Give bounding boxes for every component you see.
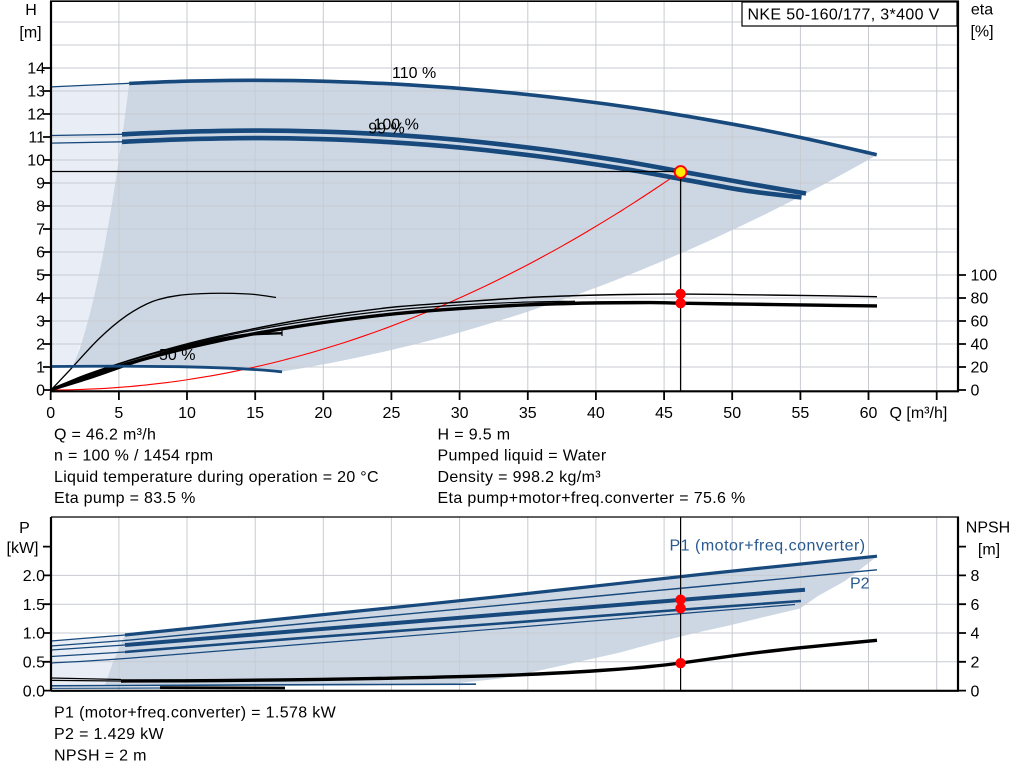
svg-text:8: 8 (36, 199, 45, 216)
svg-text:Pumped liquid = Water: Pumped liquid = Water (438, 448, 607, 465)
svg-text:80: 80 (971, 291, 989, 308)
svg-text:40: 40 (971, 337, 989, 354)
svg-text:NPSH: NPSH (966, 520, 1010, 537)
svg-text:[m]: [m] (19, 25, 41, 42)
svg-text:30: 30 (451, 405, 469, 422)
svg-text:5: 5 (36, 268, 45, 285)
svg-text:H = 9.5 m: H = 9.5 m (438, 427, 511, 444)
svg-text:1.5: 1.5 (23, 597, 45, 614)
svg-text:14: 14 (27, 61, 45, 78)
svg-text:6: 6 (36, 245, 45, 262)
svg-text:Eta pump = 83.5 %: Eta pump = 83.5 % (54, 490, 196, 507)
svg-text:2.0: 2.0 (23, 568, 45, 585)
svg-text:1: 1 (36, 360, 45, 377)
svg-text:8: 8 (971, 568, 980, 585)
svg-text:[%]: [%] (970, 24, 993, 41)
svg-text:45: 45 (655, 405, 673, 422)
svg-text:20: 20 (314, 405, 332, 422)
svg-text:Density = 998.2 kg/m³: Density = 998.2 kg/m³ (438, 469, 602, 486)
svg-text:7: 7 (36, 222, 45, 239)
svg-text:60: 60 (971, 314, 989, 331)
svg-text:NKE 50-160/177, 3*400 V: NKE 50-160/177, 3*400 V (748, 6, 940, 23)
svg-text:0: 0 (36, 383, 45, 400)
svg-text:99 %: 99 % (368, 120, 404, 137)
svg-text:0: 0 (46, 405, 55, 422)
svg-text:NPSH = 2 m: NPSH = 2 m (54, 748, 147, 765)
svg-text:50 %: 50 % (159, 347, 195, 364)
svg-text:5: 5 (114, 405, 123, 422)
svg-text:eta: eta (971, 2, 993, 19)
svg-text:55: 55 (791, 405, 809, 422)
svg-text:12: 12 (27, 107, 45, 124)
svg-text:10: 10 (27, 153, 45, 170)
svg-text:1.0: 1.0 (23, 626, 45, 643)
svg-text:60: 60 (860, 405, 878, 422)
svg-text:10: 10 (178, 405, 196, 422)
svg-text:P: P (19, 520, 30, 537)
svg-text:P1 (motor+freq.converter) = 1.: P1 (motor+freq.converter) = 1.578 kW (54, 705, 337, 722)
svg-text:4: 4 (36, 291, 45, 308)
svg-text:100 %: 100 % (374, 117, 419, 134)
svg-text:0: 0 (971, 683, 980, 700)
svg-text:Q [m³/h]: Q [m³/h] (890, 405, 948, 422)
svg-text:2: 2 (36, 337, 45, 354)
svg-text:100: 100 (971, 268, 998, 285)
svg-text:11: 11 (28, 130, 45, 147)
svg-text:P2 = 1.429 kW: P2 = 1.429 kW (54, 726, 164, 743)
svg-text:20: 20 (971, 360, 989, 377)
svg-text:40: 40 (587, 405, 605, 422)
svg-text:13: 13 (27, 84, 45, 101)
svg-text:25: 25 (383, 405, 401, 422)
svg-text:4: 4 (971, 626, 980, 643)
svg-text:50: 50 (723, 405, 741, 422)
svg-text:9: 9 (36, 176, 45, 193)
svg-text:P1 (motor+freq.converter): P1 (motor+freq.converter) (670, 538, 866, 555)
svg-text:H: H (25, 2, 37, 19)
svg-text:P2: P2 (850, 576, 870, 593)
svg-text:0: 0 (971, 383, 980, 400)
svg-text:3: 3 (36, 314, 45, 331)
svg-text:110 %: 110 % (392, 65, 436, 82)
svg-text:n = 100 % / 1454 rpm: n = 100 % / 1454 rpm (54, 448, 213, 465)
svg-text:Q = 46.2 m³/h: Q = 46.2 m³/h (54, 427, 156, 444)
svg-text:0.5: 0.5 (23, 655, 45, 672)
svg-text:15: 15 (246, 405, 264, 422)
svg-text:[m]: [m] (978, 542, 1000, 559)
svg-text:Eta pump+motor+freq.converter: Eta pump+motor+freq.converter = 75.6 % (438, 490, 746, 507)
svg-text:2: 2 (971, 655, 980, 672)
svg-text:35: 35 (519, 405, 537, 422)
svg-text:6: 6 (971, 597, 980, 614)
svg-text:Liquid temperature during oper: Liquid temperature during operation = 20… (54, 469, 379, 486)
svg-text:[kW]: [kW] (7, 540, 39, 557)
svg-text:0.0: 0.0 (23, 683, 45, 700)
